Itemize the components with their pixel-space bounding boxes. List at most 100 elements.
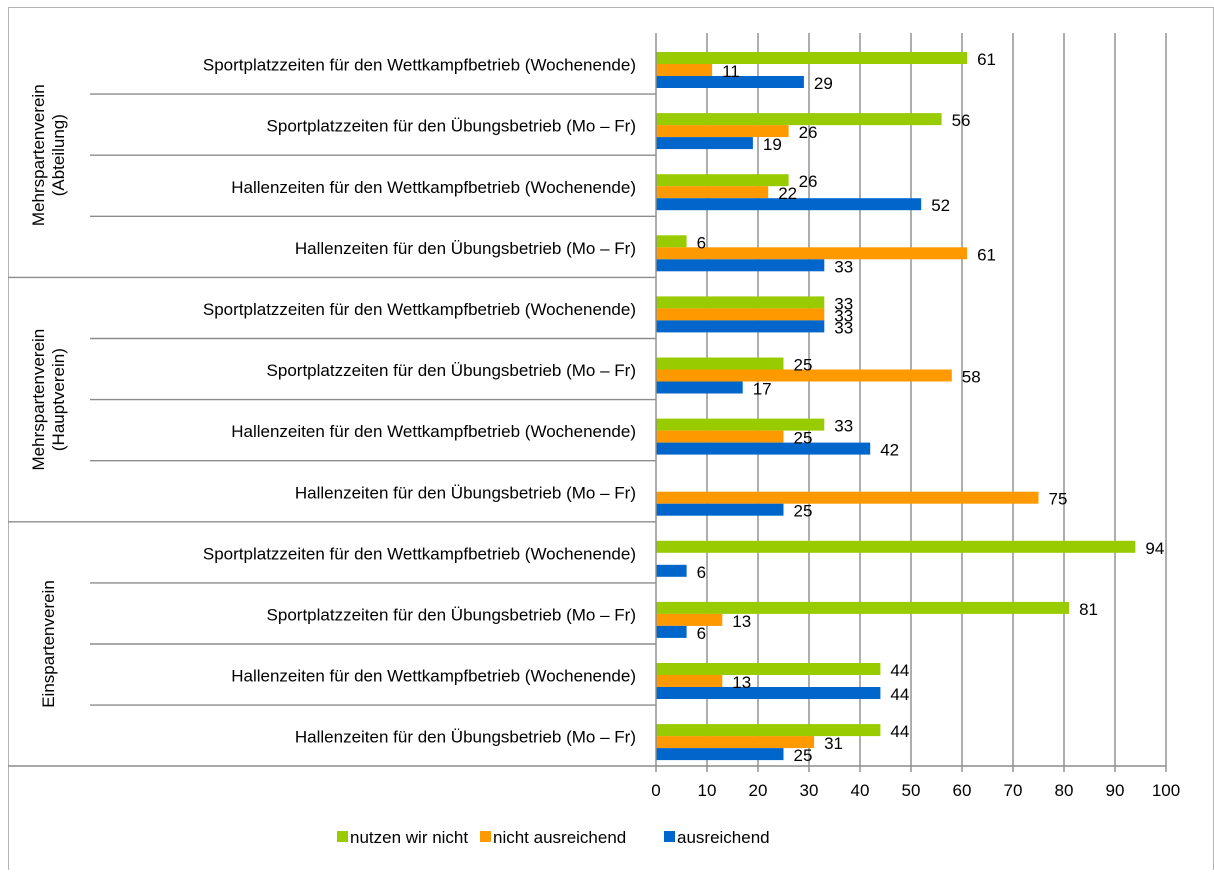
data-label-g0-c3-s1: 61 bbox=[977, 245, 996, 264]
category-label-g1-c1: Sportplatzzeiten für den Übungsbetrieb (… bbox=[267, 361, 636, 380]
bar-g0-c2-s2 bbox=[656, 198, 922, 211]
data-label-g1-c2-s1: 25 bbox=[794, 429, 813, 448]
bar-g1-c1-s0 bbox=[656, 357, 784, 370]
data-label-g1-c0-s1: 33 bbox=[834, 306, 853, 325]
data-label-g0-c0-s0: 61 bbox=[977, 50, 996, 69]
bar-g0-c3-s1 bbox=[656, 247, 968, 260]
data-label-g0-c2-s1: 22 bbox=[778, 184, 797, 203]
data-label-g1-c3-s2: 25 bbox=[794, 502, 813, 521]
data-label-g0-c2-s0: 26 bbox=[799, 172, 818, 191]
category-label-g2-c0: Sportplatzzeiten für den Wettkampfbetrie… bbox=[203, 544, 636, 563]
bar-g1-c1-s1 bbox=[656, 369, 952, 382]
gridlines bbox=[706, 33, 1167, 766]
data-label-g2-c3-s2: 25 bbox=[794, 746, 813, 765]
x-tick-label-80: 80 bbox=[1055, 781, 1074, 800]
bar-g2-c0-s2 bbox=[656, 564, 687, 577]
category-label-g1-c0: Sportplatzzeiten für den Wettkampfbetrie… bbox=[203, 300, 636, 319]
group-label-line: (Abteilung) bbox=[49, 114, 68, 196]
bar-g2-c1-s0 bbox=[656, 601, 1070, 614]
data-label-g2-c3-s1: 31 bbox=[824, 734, 843, 753]
legend-swatch-2 bbox=[664, 831, 675, 842]
bar-g0-c1-s2 bbox=[656, 137, 753, 150]
group-label-2: Einspartenverein bbox=[39, 580, 58, 708]
x-tick-labels: 0 10 20 30 40 50 60 70 80 90 100 bbox=[651, 781, 1180, 800]
category-label-g0-c2: Hallenzeiten für den Wettkampfbetrieb (W… bbox=[231, 178, 636, 197]
bar-g1-c3-s1 bbox=[656, 491, 1039, 504]
x-tick-label-100: 100 bbox=[1152, 781, 1180, 800]
group-label-0: Mehrspartenverein(Abteilung) bbox=[29, 84, 68, 226]
data-label-g1-c2-s2: 42 bbox=[880, 441, 899, 460]
group-label-line: Mehrspartenverein bbox=[29, 84, 48, 226]
data-label-g1-c0-s0: 33 bbox=[834, 294, 853, 313]
bar-g2-c1-s1 bbox=[656, 613, 723, 626]
data-label-g0-c1-s2: 19 bbox=[763, 135, 782, 154]
bar-g0-c1-s0 bbox=[656, 113, 942, 126]
data-label-g2-c1-s2: 6 bbox=[697, 624, 706, 643]
bar-g1-c0-s0 bbox=[656, 296, 825, 309]
x-tick-label-10: 10 bbox=[698, 781, 717, 800]
category-labels: Sportplatzzeiten für den Wettkampfbetrie… bbox=[203, 56, 636, 747]
data-label-g2-c1-s1: 13 bbox=[732, 612, 751, 631]
data-label-g0-c0-s1: 11 bbox=[722, 62, 740, 81]
data-label-g2-c2-s2: 44 bbox=[890, 685, 909, 704]
bar-g1-c2-s1 bbox=[656, 430, 784, 443]
legend-label-1: nicht ausreichend bbox=[493, 828, 626, 847]
data-label-g1-c1-s0: 25 bbox=[794, 356, 813, 375]
bar-g2-c2-s2 bbox=[656, 687, 881, 699]
data-label-g1-c3-s1: 75 bbox=[1049, 490, 1068, 509]
bar-g0-c1-s1 bbox=[656, 125, 789, 138]
data-label-g2-c2-s0: 44 bbox=[890, 661, 909, 680]
x-tick-label-50: 50 bbox=[902, 781, 921, 800]
data-label-g0-c1-s1: 26 bbox=[799, 123, 818, 142]
bar-g2-c2-s1 bbox=[656, 675, 723, 687]
bar-g2-c0-s0 bbox=[656, 540, 1136, 553]
data-label-g0-c3-s2: 33 bbox=[834, 257, 853, 276]
legend-swatch-1 bbox=[480, 831, 491, 842]
x-tick-label-30: 30 bbox=[800, 781, 819, 800]
category-label-g2-c1: Sportplatzzeiten für den Übungsbetrieb (… bbox=[267, 605, 636, 624]
data-label-g0-c3-s0: 6 bbox=[697, 233, 706, 252]
bar-g2-c2-s0 bbox=[656, 663, 881, 675]
data-label-g0-c0-s2: 29 bbox=[814, 74, 833, 93]
bar-g1-c0-s1 bbox=[656, 308, 825, 321]
bar-g2-c3-s0 bbox=[656, 724, 881, 737]
bar-g0-c0-s0 bbox=[656, 52, 968, 64]
x-tick-label-40: 40 bbox=[851, 781, 870, 800]
legend-swatch-0 bbox=[337, 831, 348, 842]
bar-g1-c3-s2 bbox=[656, 503, 784, 516]
data-label-g0-c1-s0: 56 bbox=[952, 111, 971, 130]
group-label-line: Einspartenverein bbox=[39, 580, 58, 708]
data-label-g2-c0-s2: 6 bbox=[697, 563, 706, 582]
group-label-line: (Hauptverein) bbox=[49, 348, 68, 451]
data-label-g2-c0-s0: 94 bbox=[1145, 539, 1164, 558]
group-label-1: Mehrspartenverein(Hauptverein) bbox=[29, 329, 68, 471]
category-label-g2-c3: Hallenzeiten für den Übungsbetrieb (Mo –… bbox=[295, 728, 636, 747]
bar-g1-c0-s2 bbox=[656, 320, 825, 333]
bars bbox=[656, 52, 1136, 761]
category-label-g2-c2: Hallenzeiten für den Wettkampfbetrieb (W… bbox=[231, 667, 636, 686]
group-labels: Mehrspartenverein(Abteilung)Mehrspartenv… bbox=[29, 84, 68, 707]
data-label-g2-c1-s0: 81 bbox=[1079, 600, 1098, 619]
data-label-g0-c2-s2: 52 bbox=[931, 196, 950, 215]
legend-label-2: ausreichend bbox=[677, 828, 770, 847]
legend: nutzen wir nicht nicht ausreichend ausreic… bbox=[337, 828, 770, 847]
bar-g0-c2-s0 bbox=[656, 174, 789, 187]
x-tick-label-70: 70 bbox=[1004, 781, 1023, 800]
data-label-g1-c1-s1: 58 bbox=[962, 368, 981, 387]
bar-g1-c1-s2 bbox=[656, 381, 743, 394]
x-tick-label-90: 90 bbox=[1106, 781, 1125, 800]
bar-g1-c2-s0 bbox=[656, 418, 825, 431]
axes bbox=[8, 33, 1167, 772]
bar-g0-c0-s1 bbox=[656, 64, 713, 76]
bar-g2-c3-s2 bbox=[656, 748, 784, 761]
category-label-g0-c1: Sportplatzzeiten für den Übungsbetrieb (… bbox=[267, 117, 636, 136]
group-label-line: Mehrspartenverein bbox=[29, 329, 48, 471]
bar-g1-c2-s2 bbox=[656, 442, 871, 455]
category-label-g0-c3: Hallenzeiten für den Übungsbetrieb (Mo –… bbox=[295, 239, 636, 258]
bar-g0-c0-s2 bbox=[656, 76, 804, 88]
bar-g0-c3-s0 bbox=[656, 235, 687, 248]
data-label-g1-c1-s2: 17 bbox=[753, 380, 772, 399]
x-tick-label-60: 60 bbox=[953, 781, 972, 800]
